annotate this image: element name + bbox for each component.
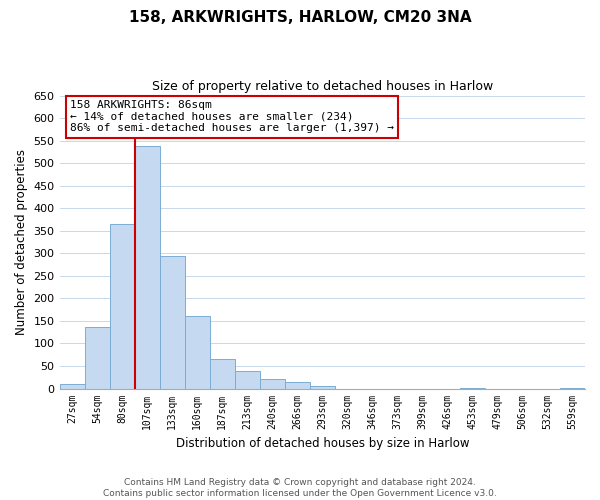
Bar [134, 146, 160, 388]
Bar [59, 384, 85, 388]
Text: Contains HM Land Registry data © Crown copyright and database right 2024.
Contai: Contains HM Land Registry data © Crown c… [103, 478, 497, 498]
Bar [110, 224, 134, 388]
Title: Size of property relative to detached houses in Harlow: Size of property relative to detached ho… [152, 80, 493, 93]
Bar [260, 378, 285, 388]
Bar [209, 360, 235, 388]
Y-axis label: Number of detached properties: Number of detached properties [15, 149, 28, 335]
Bar [235, 370, 260, 388]
Bar [85, 327, 110, 388]
Bar [185, 316, 209, 388]
Text: 158, ARKWRIGHTS, HARLOW, CM20 3NA: 158, ARKWRIGHTS, HARLOW, CM20 3NA [128, 10, 472, 25]
Bar [160, 256, 185, 388]
X-axis label: Distribution of detached houses by size in Harlow: Distribution of detached houses by size … [176, 437, 469, 450]
Bar [310, 386, 335, 388]
Text: 158 ARKWRIGHTS: 86sqm
← 14% of detached houses are smaller (234)
86% of semi-det: 158 ARKWRIGHTS: 86sqm ← 14% of detached … [70, 100, 394, 133]
Bar [285, 382, 310, 388]
